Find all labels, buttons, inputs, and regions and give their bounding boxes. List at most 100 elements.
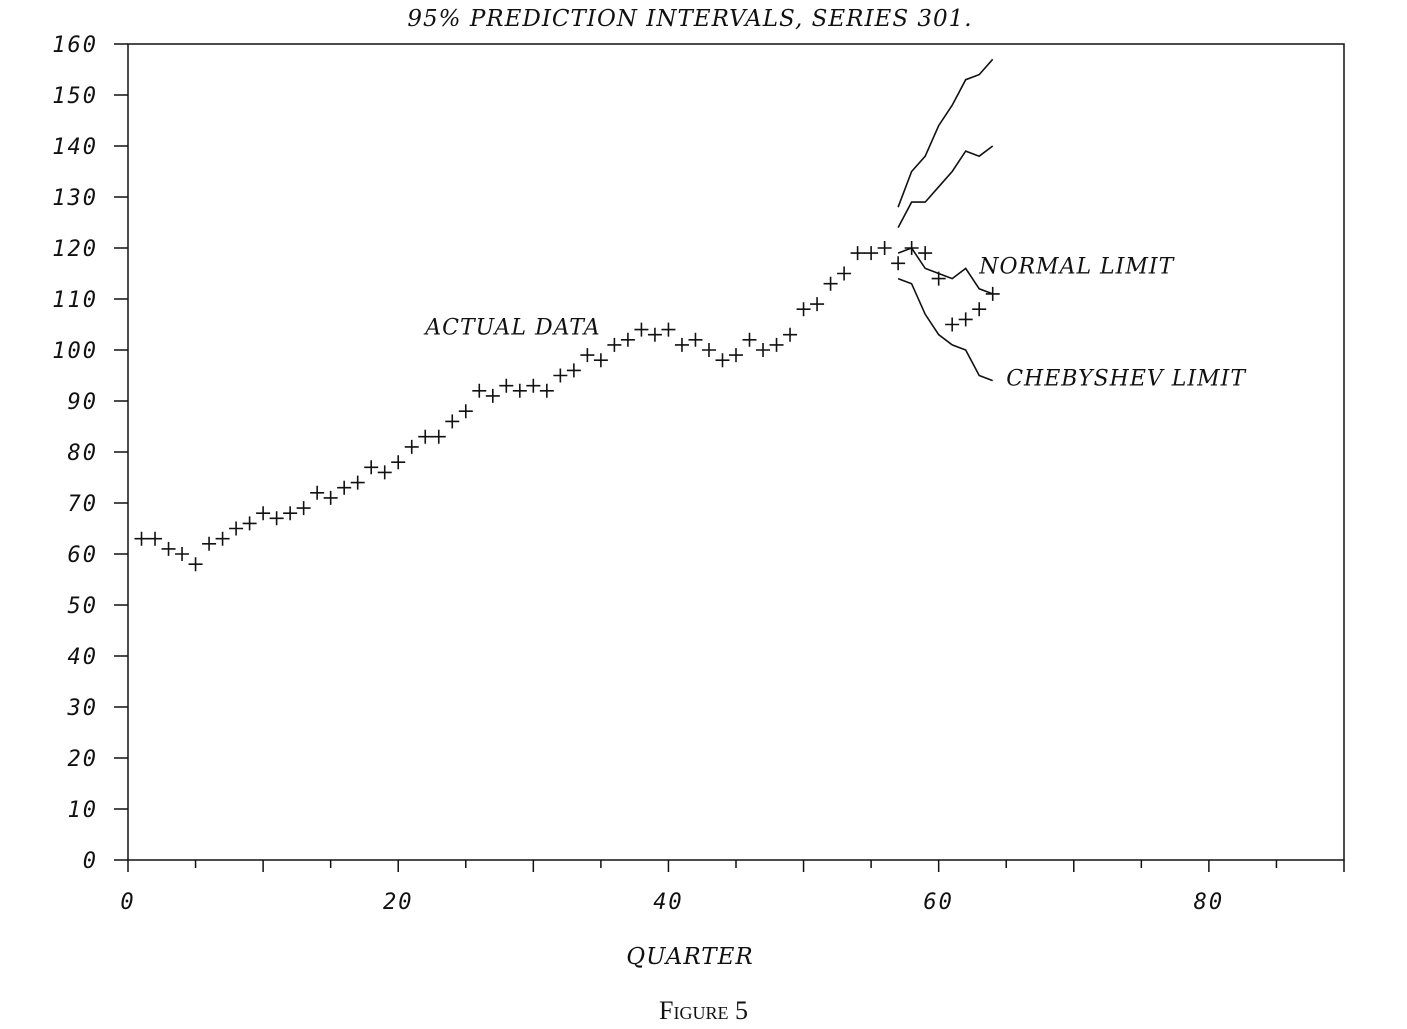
data-point <box>391 455 406 470</box>
prediction-limit-lines <box>897 58 994 382</box>
y-tick-label: 100 <box>52 339 98 364</box>
y-axis: 0 10 20 30 40 50 60 70 80 90 100 110 120 130 140 150 160 <box>52 33 128 874</box>
data-point <box>377 465 392 480</box>
actual-data-points <box>134 241 1000 572</box>
data-point <box>769 337 784 352</box>
data-point <box>877 241 892 255</box>
chart-title: 95% PREDICTION INTERVALS, SERIES 301. <box>407 6 972 32</box>
data-point <box>620 332 635 347</box>
data-point <box>553 368 568 383</box>
data-point <box>188 557 203 572</box>
y-tick-label: 150 <box>52 84 98 109</box>
data-point <box>296 501 311 516</box>
x-tick-label: 20 <box>383 890 414 915</box>
data-point <box>350 475 365 490</box>
data-point <box>972 302 987 317</box>
data-point <box>242 516 257 531</box>
data-point <box>175 547 190 561</box>
data-point <box>783 327 798 342</box>
y-tick-label: 30 <box>67 696 99 721</box>
figure-caption: Figure 5 <box>659 996 748 1025</box>
data-point <box>945 317 960 332</box>
data-point <box>674 337 689 352</box>
data-point <box>269 511 284 526</box>
x-tick-label: 40 <box>653 890 684 915</box>
y-tick-label: 80 <box>68 441 99 466</box>
data-point <box>864 246 879 261</box>
data-point <box>526 378 541 393</box>
y-tick-label: 90 <box>68 390 99 415</box>
data-point <box>445 414 460 429</box>
data-point <box>539 383 554 398</box>
x-tick-label: 60 <box>923 890 954 915</box>
data-point <box>256 506 271 521</box>
data-point <box>593 353 608 368</box>
data-point <box>850 246 865 261</box>
data-point <box>715 353 730 368</box>
limit-line <box>897 58 994 208</box>
data-point <box>958 312 973 327</box>
y-tick-label: 60 <box>68 543 99 568</box>
annotation-label: NORMAL LIMIT <box>978 255 1175 280</box>
data-point <box>796 302 811 317</box>
data-point <box>904 241 919 255</box>
data-point <box>985 286 1000 301</box>
data-point <box>134 531 149 546</box>
limit-line <box>897 145 994 228</box>
data-point <box>404 439 419 454</box>
data-point <box>512 383 527 398</box>
annotations: ACTUAL DATA NORMAL LIMIT CHEBYSHEV LIMIT <box>423 255 1247 392</box>
limit-line <box>897 247 993 295</box>
data-point <box>931 271 946 286</box>
y-tick-label: 50 <box>68 594 99 619</box>
data-point <box>148 531 163 546</box>
data-point <box>283 506 298 521</box>
x-tick-label: 0 <box>120 890 135 915</box>
data-point <box>499 378 514 393</box>
data-point <box>688 332 703 347</box>
data-point <box>229 521 244 536</box>
data-point <box>742 332 757 347</box>
data-point <box>580 348 595 363</box>
data-point <box>458 404 473 419</box>
annotation-label: CHEBYSHEV LIMIT <box>1006 367 1247 392</box>
x-tick-label: 80 <box>1194 890 1225 915</box>
plot-frame <box>127 43 1345 861</box>
x-axis: 0 20 40 60 80 <box>120 860 1345 915</box>
data-point <box>161 541 176 556</box>
y-tick-label: 0 <box>83 849 98 874</box>
data-point <box>607 337 622 352</box>
data-point <box>472 383 487 398</box>
data-point <box>701 343 716 357</box>
y-tick-label: 70 <box>68 492 99 517</box>
data-point <box>647 327 662 342</box>
y-tick-label: 120 <box>52 237 98 262</box>
data-point <box>485 388 500 403</box>
y-tick-label: 20 <box>68 747 99 772</box>
y-tick-label: 160 <box>52 33 98 58</box>
data-point <box>918 246 933 261</box>
data-point <box>323 490 338 505</box>
data-point <box>634 322 649 337</box>
data-point <box>566 363 581 378</box>
limit-line <box>897 277 993 382</box>
data-point <box>756 343 771 357</box>
data-point <box>810 297 825 312</box>
y-tick-label: 130 <box>52 186 98 211</box>
data-point <box>202 536 217 551</box>
data-point <box>418 429 433 444</box>
x-axis-label: QUARTER <box>626 944 754 970</box>
data-point <box>729 348 743 363</box>
data-point <box>215 531 230 546</box>
data-point <box>364 460 379 475</box>
data-point <box>891 256 906 271</box>
annotation-label: ACTUAL DATA <box>423 316 600 341</box>
y-tick-label: 10 <box>68 798 99 823</box>
data-point <box>661 322 676 337</box>
data-point <box>837 266 852 281</box>
y-tick-label: 140 <box>52 135 98 160</box>
y-tick-label: 40 <box>68 645 99 670</box>
chart-svg: 95% PREDICTION INTERVALS, SERIES 301. 0 1… <box>52 6 1345 970</box>
data-point <box>310 485 325 500</box>
y-tick-label: 110 <box>52 288 98 313</box>
